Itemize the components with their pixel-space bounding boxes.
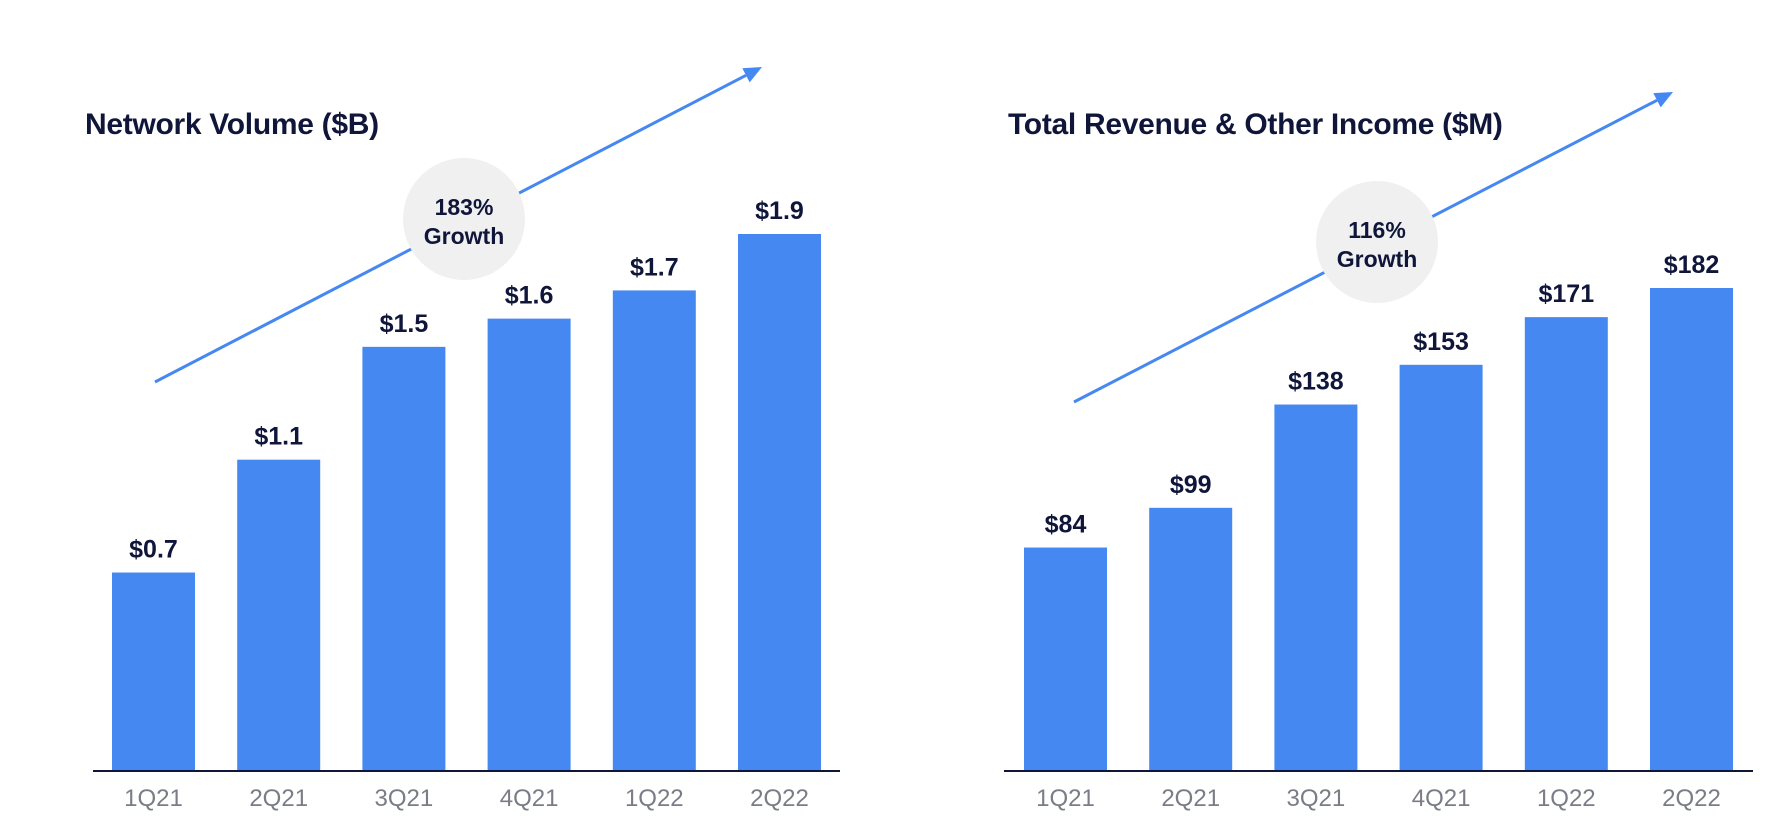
bar-4q21 [487, 318, 571, 770]
x-tick-label: 4Q21 [1412, 785, 1471, 812]
bar-1q21 [1024, 547, 1107, 770]
growth-badge [1316, 181, 1438, 303]
data-label: $182 [1664, 251, 1720, 279]
x-tick-label: 3Q21 [1287, 785, 1346, 812]
data-label: $1.6 [505, 282, 554, 310]
data-label: $0.7 [129, 536, 178, 564]
chart-network-volume: Network Volume ($B) 183% Growth $0.7 1Q21 $1… [0, 0, 880, 836]
bar-2q21 [1149, 507, 1233, 770]
bar-2q22 [1650, 288, 1733, 770]
growth-word: Growth [1337, 246, 1418, 272]
growth-percent: 183% [435, 194, 494, 220]
x-tick-label: 2Q21 [249, 785, 308, 812]
bar-1q22 [612, 290, 696, 770]
chart-plot-area: 116% Growth $84 1Q21 $99 2Q21 $138 3Q21 $153 4Q21… [1004, 92, 1753, 812]
data-label: $1.1 [254, 423, 303, 451]
chart-title: Network Volume ($B) [85, 108, 379, 141]
growth-badge [403, 158, 525, 280]
bar-3q21 [362, 346, 446, 770]
bar-1q22 [1524, 317, 1608, 770]
bar-1q21 [112, 572, 195, 770]
data-label: $1.9 [755, 197, 804, 225]
growth-arrow-head [742, 67, 762, 83]
bar-2q21 [237, 459, 321, 770]
x-tick-label: 2Q22 [750, 785, 809, 812]
x-tick-label: 3Q21 [375, 785, 434, 812]
bar-2q22 [738, 234, 821, 770]
data-label: $138 [1288, 368, 1344, 396]
growth-percent: 116% [1348, 217, 1406, 243]
growth-arrow-head [1653, 92, 1673, 108]
growth-word: Growth [424, 223, 505, 249]
x-tick-label: 1Q21 [124, 785, 183, 812]
data-label: $1.5 [380, 310, 429, 338]
bar-4q21 [1399, 364, 1483, 770]
x-tick-label: 1Q22 [1537, 785, 1596, 812]
data-label: $171 [1538, 280, 1594, 308]
data-label: $1.7 [630, 253, 679, 281]
data-label: $153 [1413, 328, 1469, 356]
x-tick-label: 2Q22 [1662, 785, 1721, 812]
x-tick-label: 4Q21 [500, 785, 559, 812]
bar-3q21 [1274, 404, 1358, 770]
data-label: $84 [1045, 511, 1087, 539]
data-label: $99 [1170, 471, 1212, 499]
x-tick-label: 1Q22 [625, 785, 684, 812]
chart-plot-area: 183% Growth $0.7 1Q21 $1.1 2Q21 $1.5 3Q21 $1.6 4Q… [93, 67, 840, 812]
chart-title: Total Revenue & Other Income ($M) [1008, 108, 1503, 141]
x-tick-label: 1Q21 [1036, 785, 1095, 812]
chart-total-revenue: Total Revenue & Other Income ($M) 116% Gr… [880, 0, 1790, 836]
x-tick-label: 2Q21 [1161, 785, 1220, 812]
